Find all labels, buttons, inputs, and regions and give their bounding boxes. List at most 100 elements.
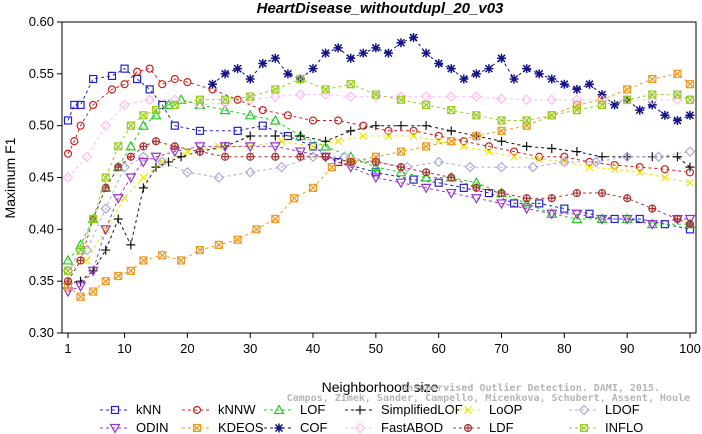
data-point xyxy=(396,147,406,156)
data-point xyxy=(75,282,87,293)
data-point xyxy=(270,53,280,63)
x-axis: 1 10 20 30 40 50 60 70 80 90 100 xyxy=(64,333,701,356)
data-point xyxy=(383,48,393,58)
data-point xyxy=(396,121,406,131)
series-line xyxy=(67,73,691,298)
legend-marker xyxy=(579,423,589,433)
data-point xyxy=(101,173,110,182)
x-tick-label: 10 xyxy=(117,341,131,356)
data-point xyxy=(623,194,632,203)
data-point xyxy=(321,85,330,94)
data-point xyxy=(296,74,305,84)
data-point xyxy=(62,172,74,183)
legend-label: ODIN xyxy=(136,420,169,434)
data-point xyxy=(546,94,558,106)
legend-item-knnw: kNNW xyxy=(182,402,256,417)
data-point xyxy=(497,188,506,198)
data-point xyxy=(420,171,432,182)
data-point xyxy=(327,163,336,172)
legend-label: kNN xyxy=(136,402,161,417)
legend-label: LOF xyxy=(300,402,325,417)
data-point xyxy=(120,64,129,73)
data-point xyxy=(409,33,419,43)
data-point xyxy=(339,151,350,163)
data-point xyxy=(219,104,231,115)
data-point xyxy=(685,110,695,120)
data-point xyxy=(137,119,149,130)
legend-label: kNNW xyxy=(218,402,256,417)
y-axis-label: Maximum F1 xyxy=(2,137,18,218)
data-point xyxy=(464,161,476,173)
legend-item-odin: ODIN xyxy=(100,420,169,434)
data-point xyxy=(145,85,154,94)
data-point xyxy=(459,74,469,84)
legend-item-ldof: LDOF xyxy=(569,402,640,417)
data-point xyxy=(139,111,148,120)
data-point xyxy=(114,163,123,172)
data-point xyxy=(527,161,539,173)
data-point xyxy=(433,156,445,168)
data-point xyxy=(183,78,192,87)
data-point xyxy=(648,74,657,84)
data-point xyxy=(510,152,519,161)
data-point xyxy=(100,225,112,236)
data-point xyxy=(497,116,506,125)
data-point xyxy=(359,121,368,130)
data-point xyxy=(447,173,456,182)
data-point xyxy=(258,106,267,115)
data-point xyxy=(258,58,268,68)
data-point xyxy=(213,172,225,183)
data-point xyxy=(535,154,544,163)
data-point xyxy=(320,140,332,151)
data-point xyxy=(610,214,619,224)
series-knnw xyxy=(63,64,695,177)
data-point xyxy=(623,85,632,94)
data-point xyxy=(139,142,148,151)
data-point xyxy=(346,157,355,167)
data-point xyxy=(346,53,356,63)
data-point xyxy=(547,143,557,153)
data-point xyxy=(521,94,532,106)
data-point xyxy=(81,151,93,163)
data-point xyxy=(62,254,74,265)
data-point xyxy=(522,64,532,74)
data-point xyxy=(158,80,167,89)
data-point xyxy=(472,111,481,120)
data-point xyxy=(321,136,331,146)
data-point xyxy=(271,152,280,161)
data-point xyxy=(120,80,129,89)
series-line xyxy=(67,151,691,272)
data-point xyxy=(125,140,137,151)
data-point xyxy=(590,156,602,168)
legend-marker xyxy=(274,423,284,433)
series-fastabod xyxy=(62,89,696,183)
legend-label: LDOF xyxy=(605,402,640,417)
data-point xyxy=(547,111,556,120)
x-tick-label: 90 xyxy=(620,341,634,356)
data-point xyxy=(396,95,406,104)
data-point xyxy=(597,188,607,198)
data-point xyxy=(82,256,91,265)
data-point xyxy=(509,74,519,84)
data-point xyxy=(434,131,443,141)
data-point xyxy=(258,121,267,130)
legend-marker xyxy=(109,423,121,434)
data-point xyxy=(446,64,456,74)
data-point xyxy=(535,199,544,208)
data-point xyxy=(62,287,74,298)
watermark-line-1: Campos, Zimek, Sander, Campello, Micenko… xyxy=(287,392,690,404)
data-point xyxy=(89,74,98,84)
series-line xyxy=(67,99,690,261)
legend-item-simplifiedlof: SimplifiedLOF xyxy=(345,402,463,417)
data-point xyxy=(521,197,533,208)
data-point xyxy=(195,95,205,104)
legend-item-lof: LOF xyxy=(264,402,325,417)
data-point xyxy=(233,126,242,135)
y-tick-label: 0.50 xyxy=(29,118,54,133)
legend-marker xyxy=(192,405,202,415)
data-point xyxy=(309,142,317,151)
data-point xyxy=(370,173,382,184)
data-point xyxy=(459,142,468,151)
data-point xyxy=(623,95,632,104)
data-point xyxy=(151,106,161,115)
